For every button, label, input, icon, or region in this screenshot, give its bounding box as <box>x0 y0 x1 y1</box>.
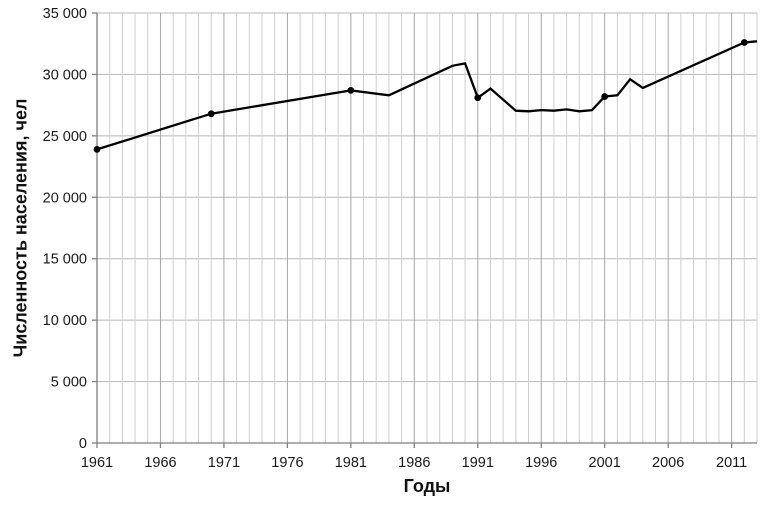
y-tick-label: 30 000 <box>43 67 87 83</box>
x-tick-label: 1986 <box>398 455 430 471</box>
x-tick-label: 1976 <box>271 455 303 471</box>
data-point-marker <box>93 145 101 153</box>
x-tick-label: 1966 <box>144 455 176 471</box>
x-tick-label: 1961 <box>81 455 113 471</box>
x-tick-label: 2006 <box>652 455 684 471</box>
y-tick-label: 10 000 <box>43 313 87 329</box>
x-tick-label: 1981 <box>335 455 367 471</box>
x-tick-label: 1971 <box>208 455 240 471</box>
y-tick-label: 15 000 <box>43 252 87 268</box>
x-tick-label: 1991 <box>462 455 494 471</box>
x-tick-label: 1996 <box>525 455 557 471</box>
x-tick-label: 2001 <box>589 455 621 471</box>
x-axis-title: Годы <box>403 476 451 496</box>
data-point-marker <box>601 93 609 100</box>
y-axis-title: Численность населения, чел <box>10 98 31 358</box>
x-tick-label: 2011 <box>716 455 747 471</box>
data-point-marker <box>740 39 748 46</box>
y-tick-label: 25 000 <box>43 129 87 145</box>
y-tick-label: 0 <box>79 436 87 452</box>
data-line <box>96 40 758 151</box>
y-tick-label: 20 000 <box>43 190 87 206</box>
y-tick-label: 5 000 <box>51 375 87 391</box>
data-point-marker <box>474 94 482 102</box>
y-tick-label: 35 000 <box>43 6 87 22</box>
data-point-marker <box>207 110 215 118</box>
data-point-marker <box>347 87 355 94</box>
